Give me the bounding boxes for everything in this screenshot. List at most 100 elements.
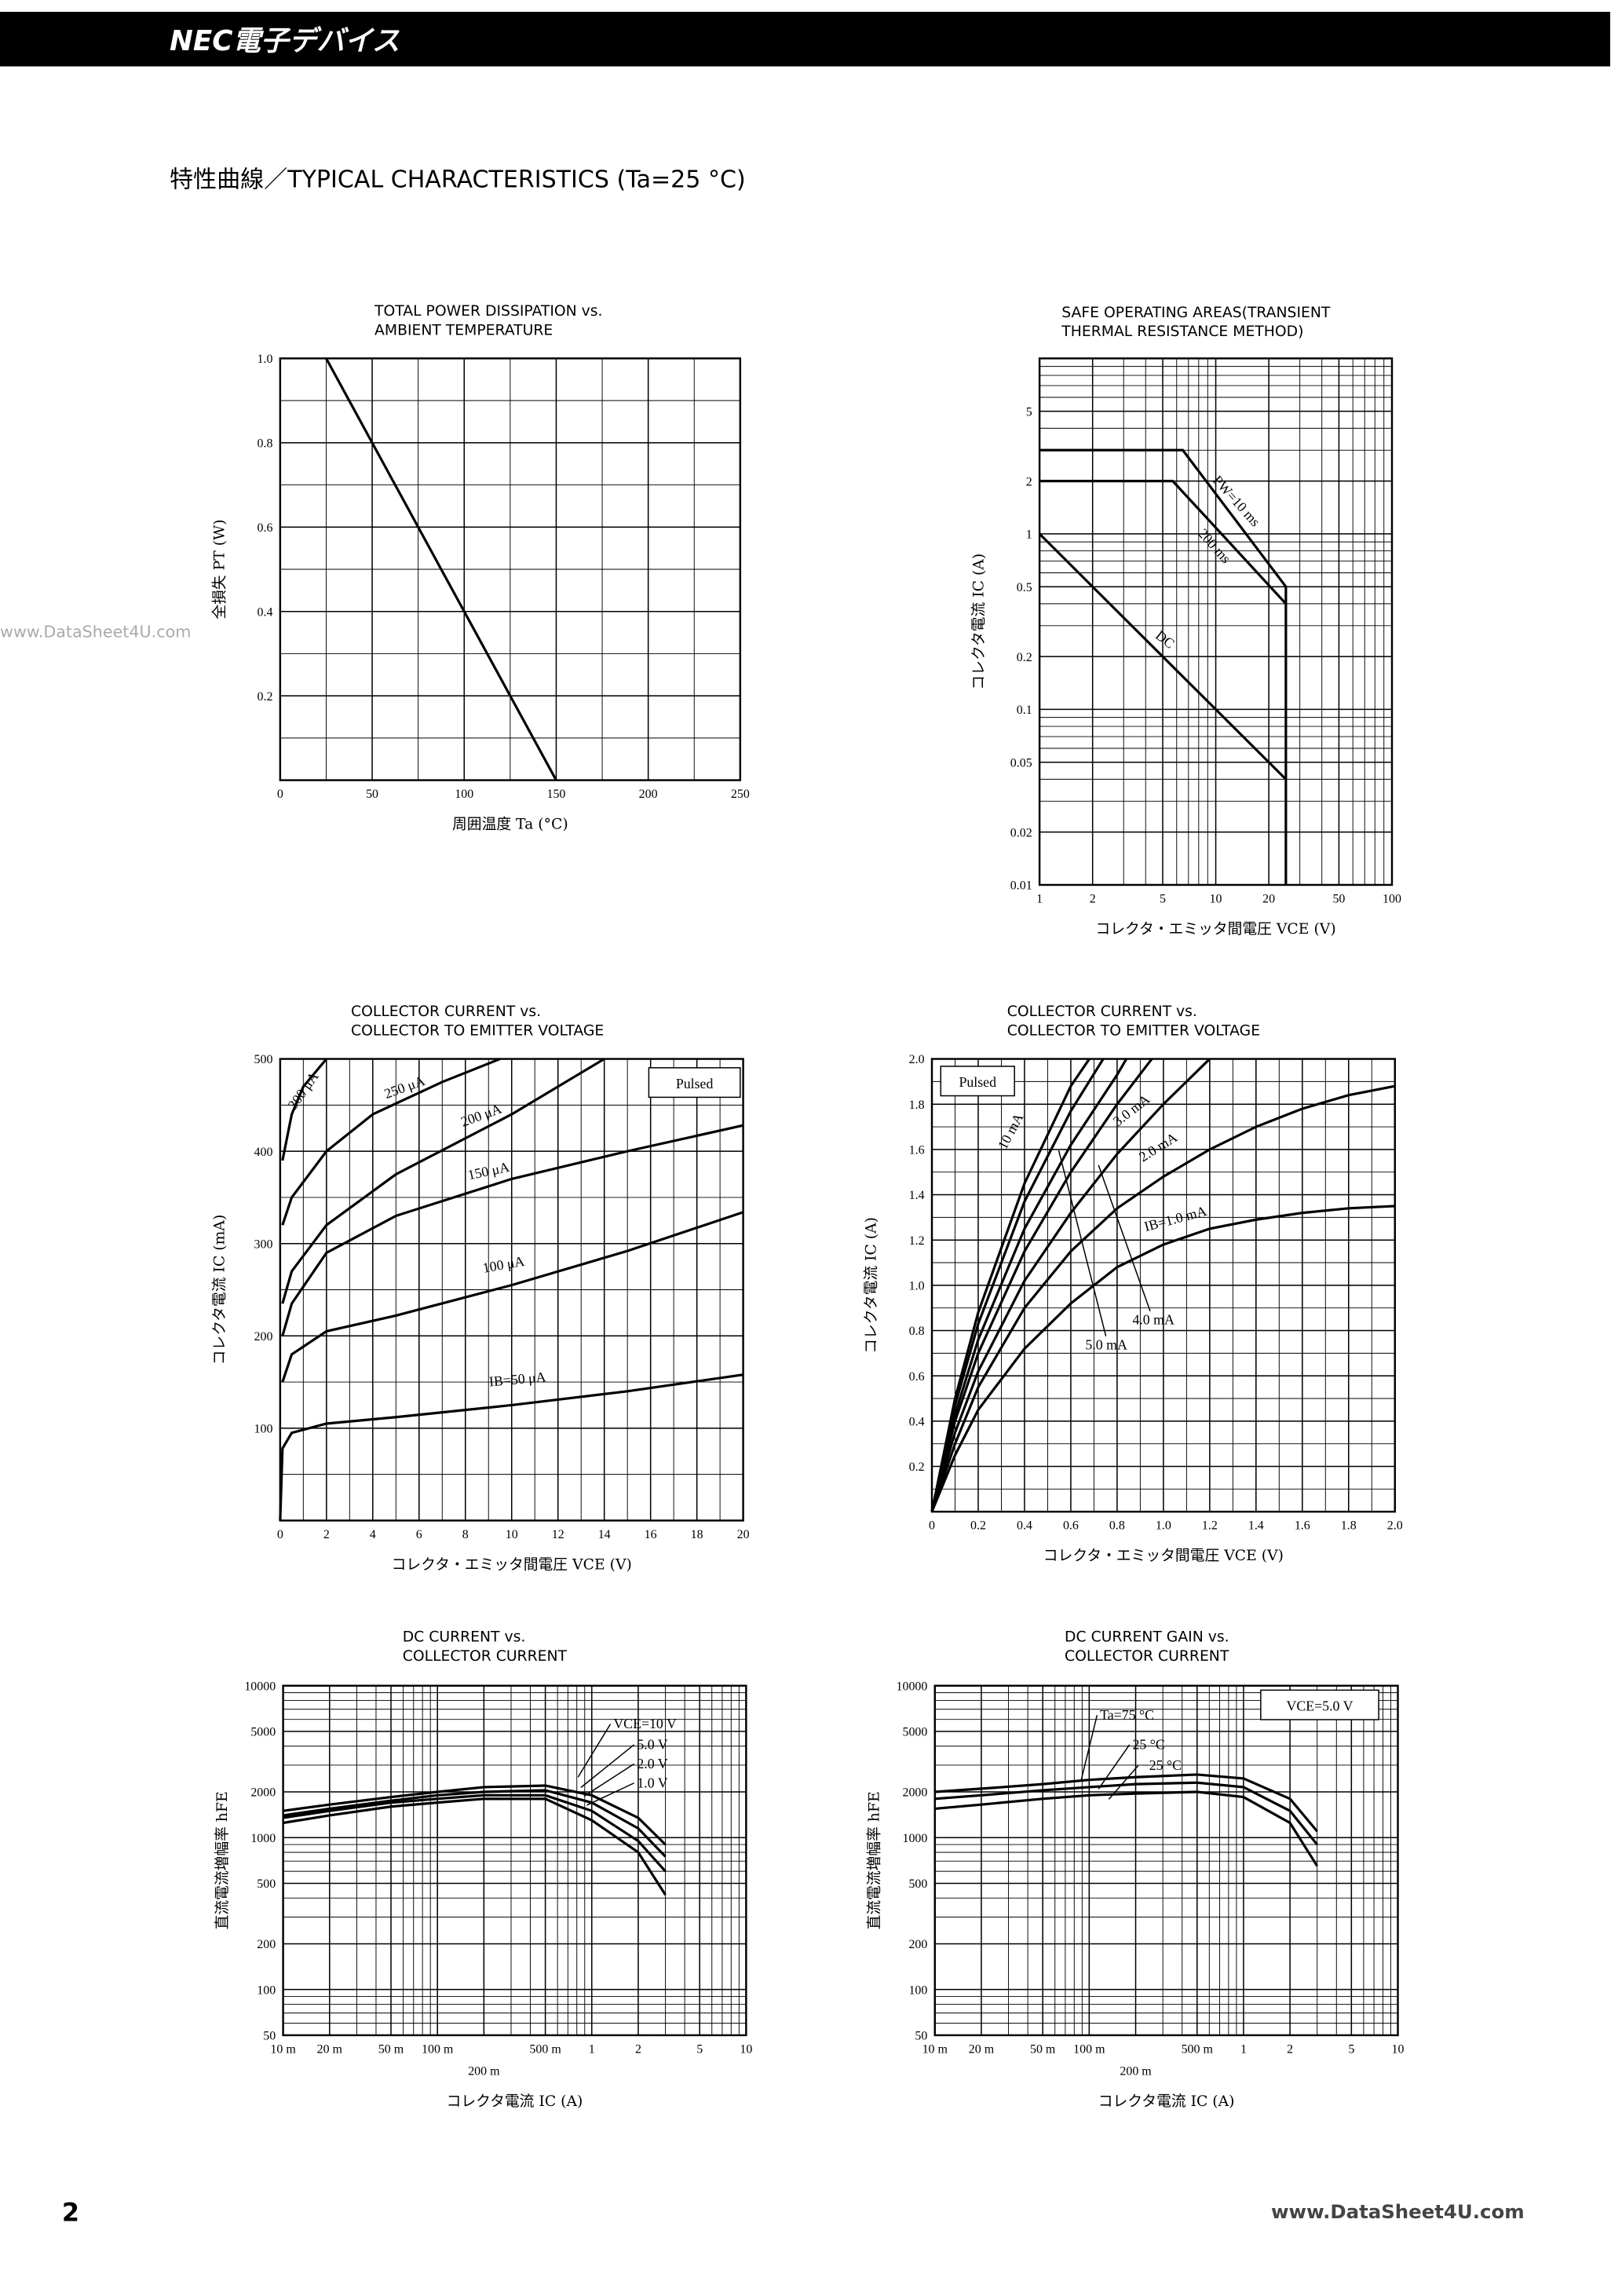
series-label: 1.0 V bbox=[637, 1775, 667, 1790]
x-tick-label: 0.6 bbox=[1063, 1519, 1079, 1533]
chart-title: COLLECTOR CURRENT bbox=[403, 1648, 568, 1665]
x-tick-label: 200 m bbox=[468, 2065, 500, 2078]
leader-line bbox=[577, 1724, 612, 1778]
y-axis-title: 全損失 PT (W) bbox=[210, 519, 228, 619]
y-tick-label: 400 bbox=[254, 1146, 273, 1159]
series-label: 5.0 V bbox=[637, 1737, 667, 1753]
x-tick-label: 100 bbox=[455, 788, 473, 801]
x-tick-label: 16 bbox=[645, 1528, 657, 1541]
y-tick-label: 10000 bbox=[244, 1680, 276, 1693]
y-tick-label: 2.0 bbox=[909, 1053, 925, 1066]
leader-line bbox=[1108, 1764, 1139, 1800]
series-label: 5.0 mA bbox=[1085, 1337, 1127, 1353]
chart-title: DC CURRENT GAIN vs. bbox=[1065, 1629, 1229, 1645]
series-line bbox=[930, 1058, 1128, 1512]
series-line bbox=[281, 1211, 744, 1383]
x-tick-label: 10 bbox=[1210, 892, 1222, 905]
y-tick-label: 500 bbox=[257, 1877, 276, 1891]
series-label: IB=1.0 mA bbox=[1142, 1203, 1208, 1234]
x-tick-label: 50 m bbox=[378, 2042, 404, 2056]
x-tick-label: 500 m bbox=[1182, 2042, 1214, 2056]
chart-title: SAFE OPERATING AREAS(TRANSIENT bbox=[1061, 305, 1331, 321]
series-label: Ta=75 °C bbox=[1100, 1707, 1154, 1723]
series-line bbox=[934, 1790, 1319, 1867]
x-axis-title: コレクタ電流 IC (A) bbox=[1098, 2093, 1235, 2110]
y-tick-label: 5 bbox=[1026, 405, 1032, 419]
x-tick-label: 2 bbox=[323, 1528, 330, 1541]
page-number: 2 bbox=[62, 2198, 79, 2228]
annotation: VCE=5.0 V bbox=[1286, 1698, 1353, 1714]
series-line bbox=[279, 1373, 743, 1521]
series-label: 250 μA bbox=[382, 1073, 427, 1102]
series-label: VCE=10 V bbox=[613, 1716, 677, 1731]
y-tick-label: 1.0 bbox=[258, 353, 273, 366]
y-tick-label: 200 bbox=[908, 1938, 927, 1951]
series-line bbox=[325, 357, 557, 781]
y-tick-label: 0.5 bbox=[1017, 581, 1032, 594]
y-tick-label: 10000 bbox=[896, 1680, 927, 1693]
x-tick-label: 100 m bbox=[1073, 2042, 1105, 2056]
chart: TOTAL POWER DISSIPATION vs. AMBIENT TEMPE… bbox=[210, 303, 749, 833]
x-tick-label: 1 bbox=[589, 2042, 595, 2056]
leader-line bbox=[1058, 1150, 1107, 1336]
x-tick-label: 2 bbox=[1287, 2042, 1293, 2056]
y-tick-label: 1 bbox=[1026, 528, 1032, 542]
chart-title: TOTAL POWER DISSIPATION vs. bbox=[374, 303, 602, 320]
y-tick-label: 1.8 bbox=[909, 1099, 925, 1112]
series-line bbox=[283, 1784, 667, 1846]
chart-title: COLLECTOR CURRENT bbox=[1065, 1648, 1229, 1665]
series-line bbox=[930, 1058, 1153, 1512]
y-tick-label: 1000 bbox=[250, 1832, 276, 1845]
y-tick-label: 50 bbox=[915, 2030, 927, 2043]
series-line bbox=[934, 1773, 1318, 1833]
y-tick-label: 200 bbox=[254, 1330, 273, 1344]
y-tick-label: 1.6 bbox=[909, 1144, 925, 1157]
y-tick-label: 0.6 bbox=[909, 1370, 925, 1384]
series-line bbox=[283, 1797, 667, 1896]
series-line bbox=[281, 1058, 605, 1304]
y-tick-label: 0.6 bbox=[258, 521, 273, 535]
chart-title: COLLECTOR CURRENT vs. bbox=[1007, 1004, 1197, 1020]
chart: DC CURRENT GAIN vs. COLLECTOR CURRENT 10 m… bbox=[865, 1629, 1404, 2110]
series-label: 2.0 mA bbox=[1136, 1129, 1180, 1164]
y-tick-label: 0.8 bbox=[258, 437, 273, 450]
y-tick-label: 500 bbox=[908, 1877, 927, 1891]
x-tick-label: 10 bbox=[1392, 2042, 1405, 2056]
y-axis-title: 直流電流増幅率 hFE bbox=[865, 1791, 882, 1929]
x-tick-label: 20 bbox=[1262, 892, 1275, 905]
series-line bbox=[1038, 532, 1287, 781]
series-label: 2.0 V bbox=[637, 1756, 667, 1771]
y-tick-label: 2000 bbox=[902, 1786, 927, 1800]
series-line bbox=[934, 1781, 1318, 1846]
x-tick-label: 14 bbox=[598, 1528, 611, 1541]
footer: www.DataSheet4U.com bbox=[1271, 2200, 1525, 2223]
x-tick-label: 1.8 bbox=[1341, 1519, 1357, 1533]
series-line bbox=[1039, 448, 1288, 885]
y-axis-title: コレクタ電流 IC (A) bbox=[970, 554, 988, 690]
x-tick-label: 12 bbox=[552, 1528, 564, 1541]
series-line bbox=[281, 1124, 743, 1336]
x-tick-label: 10 m bbox=[270, 2042, 296, 2056]
y-tick-label: 300 bbox=[254, 1238, 273, 1251]
series-label: 200 ms bbox=[1195, 525, 1234, 566]
chart-title: DC CURRENT vs. bbox=[403, 1629, 526, 1645]
x-axis-title: コレクタ・エミッタ間電圧 VCE (V) bbox=[1043, 1547, 1284, 1564]
x-tick-label: 200 bbox=[639, 788, 658, 801]
plot-frame bbox=[933, 1684, 1399, 2037]
chart: DC CURRENT vs. COLLECTOR CURRENT 10 m 20 m 5… bbox=[214, 1629, 752, 2110]
annotation: Pulsed bbox=[959, 1074, 996, 1090]
x-tick-label: 1 bbox=[1036, 892, 1043, 905]
x-tick-label: 150 bbox=[546, 788, 565, 801]
x-tick-label: 10 bbox=[740, 2042, 752, 2056]
leader-line bbox=[586, 1782, 634, 1806]
x-axis-title: コレクタ電流 IC (A) bbox=[447, 2093, 583, 2110]
header-text: NEC電子デバイス bbox=[170, 25, 400, 57]
x-tick-label: 200 m bbox=[1120, 2065, 1152, 2078]
chart-title: COLLECTOR CURRENT vs. bbox=[351, 1004, 541, 1020]
annotation: Pulsed bbox=[676, 1076, 714, 1091]
y-tick-label: 1000 bbox=[902, 1832, 927, 1845]
x-tick-label: 1.6 bbox=[1295, 1519, 1310, 1533]
x-tick-label: 50 bbox=[366, 788, 378, 801]
